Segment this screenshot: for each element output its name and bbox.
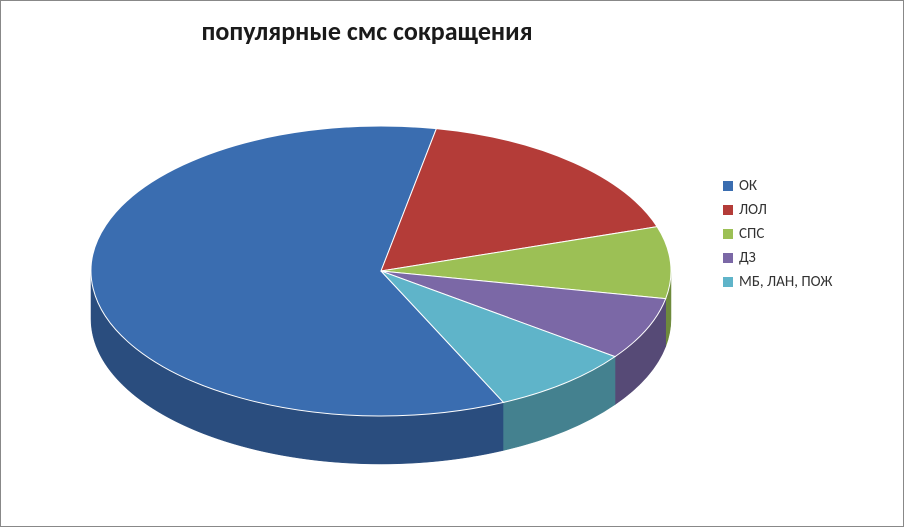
legend-swatch [723, 181, 733, 191]
legend-swatch [723, 205, 733, 215]
chart-frame: популярные смс сокращения ОК ЛОЛ СПС ДЗ МБ, … [0, 0, 904, 527]
legend-swatch [723, 253, 733, 263]
legend-label: ЛОЛ [739, 201, 767, 219]
legend-label: ДЗ [739, 249, 756, 267]
chart-title: популярные смс сокращения [1, 15, 733, 47]
legend-label: СПС [739, 225, 764, 243]
legend-label: МБ, ЛАН, ПОЖ [739, 273, 832, 291]
legend-item: ОК [723, 177, 883, 195]
legend-item: ЛОЛ [723, 201, 883, 219]
legend-label: ОК [739, 177, 757, 195]
legend-item: МБ, ЛАН, ПОЖ [723, 273, 883, 291]
pie-svg [41, 71, 681, 501]
legend-item: ДЗ [723, 249, 883, 267]
legend-swatch [723, 277, 733, 287]
legend-item: СПС [723, 225, 883, 243]
legend-swatch [723, 229, 733, 239]
pie-chart [41, 71, 681, 501]
legend: ОК ЛОЛ СПС ДЗ МБ, ЛАН, ПОЖ [723, 171, 883, 297]
